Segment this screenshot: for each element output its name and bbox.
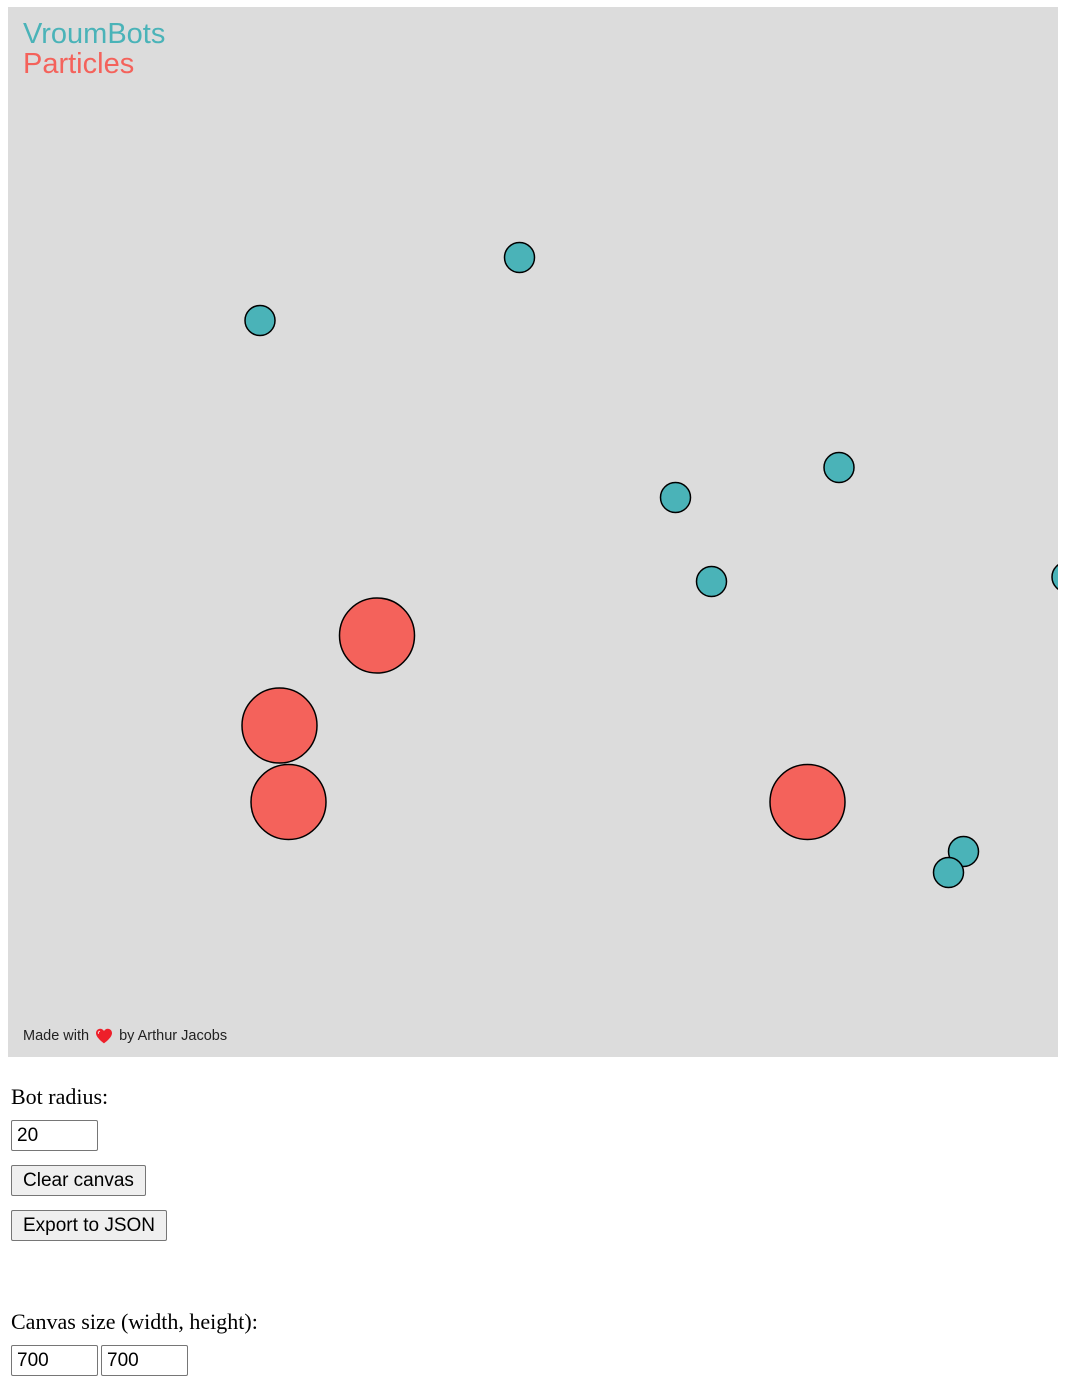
particle-circle[interactable] <box>338 597 416 674</box>
canvas-size-label: Canvas size (width, height): <box>11 1309 258 1334</box>
bot-radius-label: Bot radius: <box>11 1084 109 1109</box>
heart-icon <box>96 1028 113 1044</box>
particle-circle[interactable] <box>250 763 327 841</box>
canvas-width-input[interactable] <box>11 1345 98 1376</box>
bot-circle[interactable] <box>823 451 855 484</box>
bot-circle[interactable] <box>659 481 692 514</box>
bot-circle[interactable] <box>1051 562 1058 592</box>
legend-particles: Particles <box>23 48 135 80</box>
credit-suffix: by Arthur Jacobs <box>119 1028 228 1044</box>
simulation-drawing[interactable] <box>8 7 1058 1057</box>
bot-circle[interactable] <box>932 856 965 889</box>
legend-bots: VroumBots <box>23 18 166 50</box>
bot-circle[interactable] <box>695 565 728 598</box>
canvas-height-input[interactable] <box>101 1345 188 1376</box>
export-json-button[interactable]: Export to JSON <box>11 1210 167 1241</box>
bot-radius-input[interactable] <box>11 1120 98 1151</box>
credit-prefix: Made with <box>23 1028 90 1044</box>
particle-circle[interactable] <box>241 687 318 764</box>
simulation-canvas[interactable]: VroumBots Particles Made with by Arthur … <box>8 7 1058 1057</box>
particle-circle[interactable] <box>769 763 846 841</box>
bot-circle[interactable] <box>244 304 276 337</box>
credit-line: Made with by Arthur Jacobs <box>23 1028 227 1044</box>
bot-circle[interactable] <box>503 241 536 274</box>
clear-canvas-button[interactable]: Clear canvas <box>11 1165 146 1196</box>
